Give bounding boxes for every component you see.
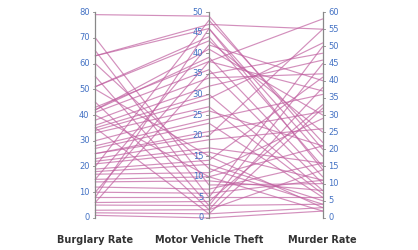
Text: 25: 25 [329,128,339,137]
Text: 25: 25 [193,110,203,120]
Text: 5: 5 [198,193,203,202]
Text: 15: 15 [193,152,203,161]
Text: 20: 20 [329,145,339,154]
Text: 50: 50 [193,8,203,16]
Text: 45: 45 [193,28,203,37]
Text: 80: 80 [79,8,89,16]
Text: 50: 50 [79,85,89,94]
Text: 0: 0 [84,214,89,222]
Text: 55: 55 [329,25,339,34]
Text: 20: 20 [193,131,203,140]
Text: 60: 60 [79,59,89,68]
Text: 30: 30 [79,136,89,145]
Text: 40: 40 [329,76,339,85]
Text: 45: 45 [329,59,339,68]
Text: 30: 30 [193,90,203,99]
Text: 10: 10 [79,188,89,197]
Text: 40: 40 [193,49,203,58]
Text: 35: 35 [193,69,203,78]
Text: 5: 5 [329,196,334,205]
Text: 30: 30 [329,110,339,120]
Text: 60: 60 [329,8,339,16]
Text: Murder Rate: Murder Rate [288,236,357,246]
Text: Motor Vehicle Theft: Motor Vehicle Theft [155,236,263,246]
Text: 70: 70 [79,33,89,42]
Text: 50: 50 [329,42,339,51]
Text: 15: 15 [329,162,339,171]
Text: 20: 20 [79,162,89,171]
Text: 0: 0 [198,214,203,222]
Text: 40: 40 [79,110,89,120]
Text: 0: 0 [329,214,334,222]
Text: 10: 10 [193,172,203,181]
Text: 35: 35 [329,93,339,102]
Text: 10: 10 [329,179,339,188]
Text: Burglary Rate: Burglary Rate [57,236,133,246]
